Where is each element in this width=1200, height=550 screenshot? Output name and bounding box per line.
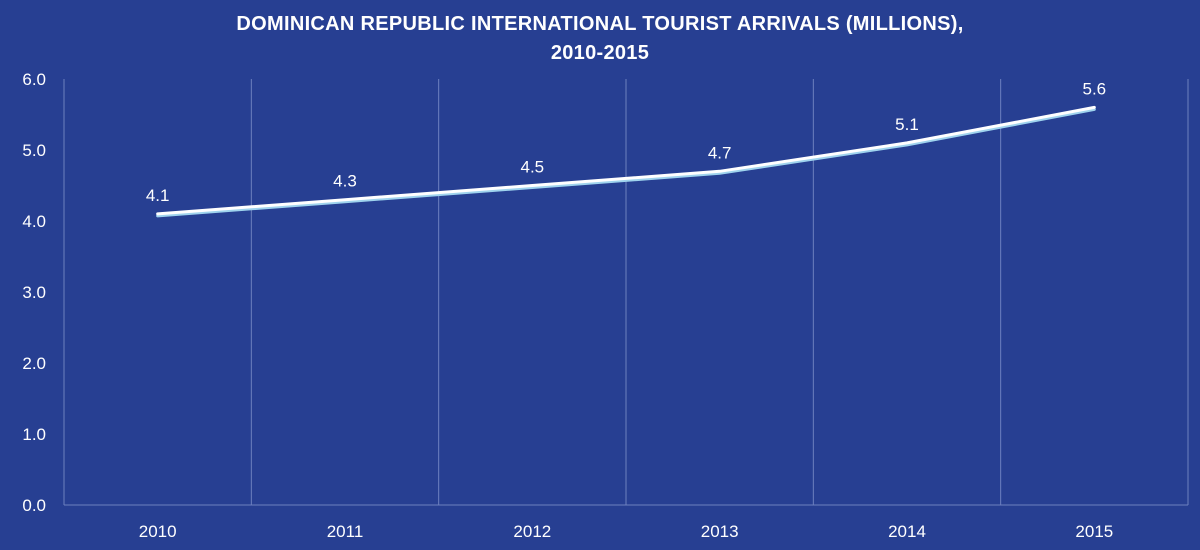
x-tick-label: 2011 (327, 522, 364, 541)
data-label: 4.7 (708, 143, 732, 162)
grid-layer (63, 79, 1189, 506)
y-tick-label: 0.0 (22, 496, 46, 515)
data-label: 4.5 (521, 158, 545, 177)
data-label: 5.1 (895, 115, 919, 134)
x-tick-label: 2015 (1075, 522, 1113, 541)
series-layer (156, 105, 1096, 218)
data-label: 4.3 (333, 172, 357, 191)
data-labels: 4.1 4.3 4.5 4.7 5.1 5.6 (146, 79, 1106, 204)
x-axis-ticks: 2010 2011 2012 2013 2014 2015 (139, 522, 1113, 541)
x-tick-label: 2014 (888, 522, 926, 541)
x-tick-label: 2013 (701, 522, 739, 541)
y-tick-label: 2.0 (22, 354, 46, 373)
data-label: 4.1 (146, 186, 170, 205)
x-tick-label: 2010 (139, 522, 177, 541)
data-label: 5.6 (1083, 79, 1107, 98)
x-tick-label: 2012 (513, 522, 551, 541)
chart-title-line-1: DOMINICAN REPUBLIC INTERNATIONAL TOURIST… (236, 13, 964, 35)
y-tick-label: 3.0 (22, 283, 46, 302)
chart-title-line-2: 2010-2015 (550, 42, 650, 64)
series-line-shadow (156, 107, 1096, 218)
y-tick-label: 4.0 (22, 212, 46, 231)
y-tick-label: 6.0 (22, 70, 46, 89)
y-axis-ticks: 0.0 1.0 2.0 3.0 4.0 5.0 6.0 (22, 70, 46, 515)
y-tick-label: 5.0 (22, 141, 46, 160)
series-line (156, 105, 1096, 216)
y-tick-label: 1.0 (22, 425, 46, 444)
chart-title: DOMINICAN REPUBLIC INTERNATIONAL TOURIST… (0, 10, 1200, 68)
